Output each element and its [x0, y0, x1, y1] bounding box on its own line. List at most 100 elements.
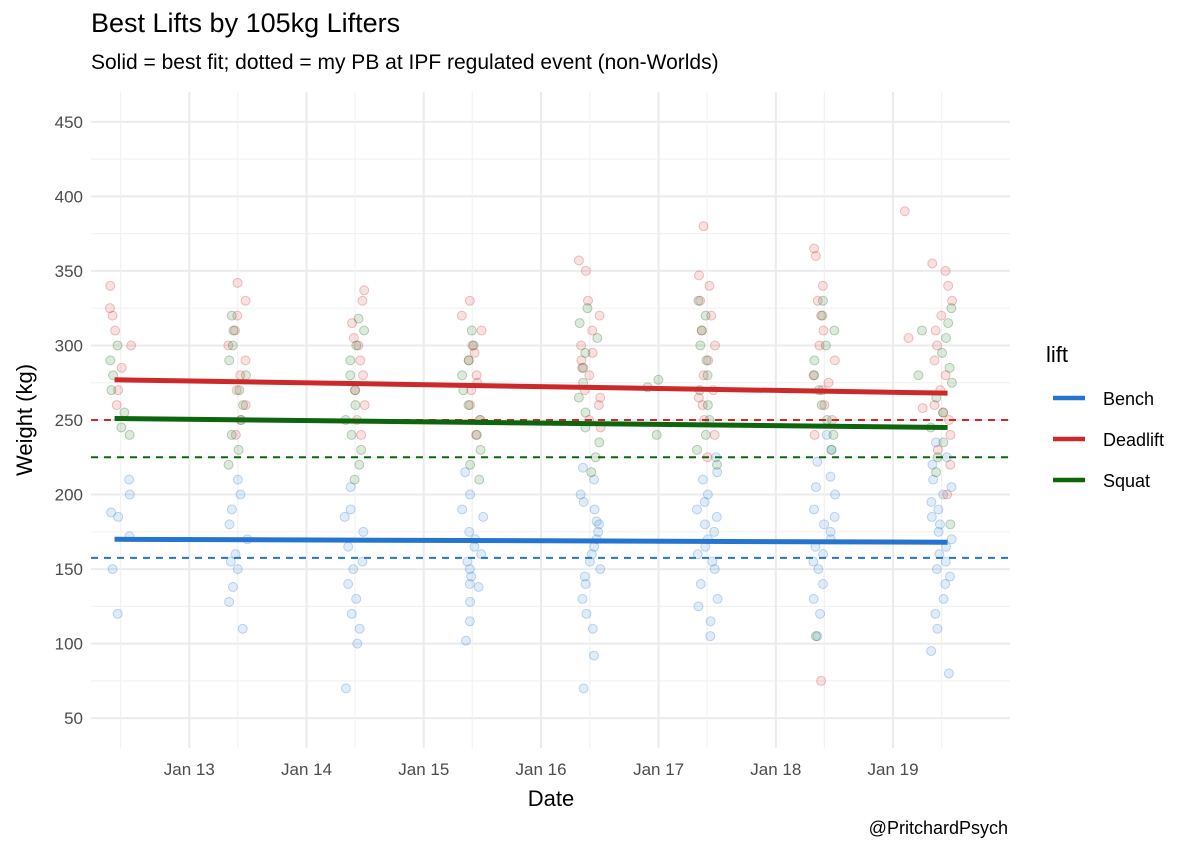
- point-deadlift: [810, 251, 821, 261]
- point-bench: [944, 571, 955, 582]
- point-squat: [938, 407, 949, 418]
- point-bench: [943, 668, 954, 679]
- point-bench: [586, 549, 597, 560]
- point-bench: [579, 571, 590, 582]
- point-deadlift: [231, 385, 242, 396]
- y-tick-label: 450: [55, 113, 83, 132]
- point-bench: [462, 556, 473, 567]
- point-deadlift: [467, 340, 478, 351]
- point-bench: [478, 511, 489, 522]
- point-bench: [357, 556, 368, 567]
- point-bench: [812, 631, 823, 642]
- point-squat: [574, 318, 585, 329]
- point-squat: [702, 400, 713, 411]
- point-deadlift: [929, 400, 940, 411]
- point-bench: [702, 489, 713, 500]
- point-squat: [931, 467, 942, 478]
- point-bench: [934, 519, 945, 530]
- point-bench: [938, 489, 949, 500]
- point-deadlift: [126, 340, 137, 351]
- point-bench: [225, 556, 236, 567]
- point-bench: [465, 596, 476, 607]
- point-bench: [810, 482, 821, 493]
- point-deadlift: [703, 355, 714, 366]
- x-tick-label: Jan 18: [750, 760, 801, 779]
- point-bench: [941, 452, 952, 463]
- point-bench: [830, 489, 841, 500]
- point-deadlift: [232, 310, 243, 321]
- point-deadlift: [576, 340, 587, 351]
- point-squat: [826, 444, 837, 455]
- point-deadlift: [917, 403, 928, 414]
- point-squat: [651, 429, 662, 440]
- point-deadlift: [476, 325, 487, 336]
- point-deadlift: [945, 459, 956, 470]
- point-deadlift: [580, 265, 591, 276]
- point-squat: [106, 385, 117, 396]
- point-squat: [580, 347, 591, 358]
- point-bench: [825, 526, 836, 537]
- point-deadlift: [943, 280, 954, 291]
- point-deadlift: [230, 429, 241, 440]
- point-bench: [476, 549, 487, 560]
- y-tick-label: 250: [55, 411, 83, 430]
- point-bench: [693, 601, 704, 612]
- point-squat: [116, 422, 127, 433]
- point-squat: [702, 370, 713, 381]
- point-bench: [464, 579, 475, 589]
- point-deadlift: [471, 429, 482, 440]
- point-deadlift: [706, 310, 717, 321]
- point-squat: [238, 400, 249, 411]
- point-squat: [700, 310, 711, 321]
- point-deadlift: [232, 277, 243, 288]
- point-deadlift: [110, 325, 121, 336]
- y-tick-label: 350: [55, 262, 83, 281]
- x-tick-label: Jan 13: [164, 760, 215, 779]
- point-deadlift: [823, 377, 834, 388]
- point-bench: [235, 489, 246, 500]
- point-bench: [348, 564, 359, 575]
- point-bench: [224, 596, 235, 607]
- point-bench: [933, 504, 944, 515]
- point-squat: [240, 370, 251, 381]
- point-squat: [586, 467, 597, 478]
- point-deadlift: [104, 303, 115, 314]
- point-bench: [584, 556, 595, 567]
- point-bench: [113, 511, 124, 522]
- point-bench: [826, 444, 837, 455]
- point-squat: [945, 519, 956, 530]
- point-deadlift: [698, 221, 709, 232]
- point-deadlift: [594, 310, 605, 321]
- point-bench: [464, 526, 475, 537]
- point-bench: [821, 429, 832, 440]
- point-squat: [695, 340, 706, 351]
- point-squat: [944, 362, 955, 373]
- point-squat: [946, 303, 957, 314]
- point-bench: [226, 504, 237, 515]
- point-squat: [937, 347, 948, 358]
- point-deadlift: [936, 310, 947, 321]
- point-bench: [577, 462, 588, 473]
- point-bench: [695, 579, 706, 589]
- point-squat: [353, 313, 364, 324]
- point-bench: [946, 534, 957, 545]
- point-bench: [124, 474, 135, 485]
- point-squat: [700, 429, 711, 440]
- point-bench: [711, 511, 722, 522]
- point-deadlift: [698, 370, 709, 381]
- grid-layer: [91, 92, 1010, 748]
- point-bench: [709, 526, 720, 537]
- point-deadlift: [111, 400, 122, 411]
- point-deadlift: [932, 340, 943, 351]
- point-bench: [589, 504, 600, 515]
- legend-label-bench: Bench: [1103, 389, 1154, 409]
- x-tick-label: Jan 14: [281, 760, 332, 779]
- point-bench: [345, 482, 356, 493]
- point-deadlift: [817, 280, 828, 291]
- point-bench: [106, 507, 117, 518]
- point-bench: [339, 511, 350, 522]
- point-squat: [829, 325, 840, 336]
- point-bench: [346, 608, 357, 619]
- point-bench: [588, 650, 599, 661]
- point-deadlift: [471, 370, 482, 381]
